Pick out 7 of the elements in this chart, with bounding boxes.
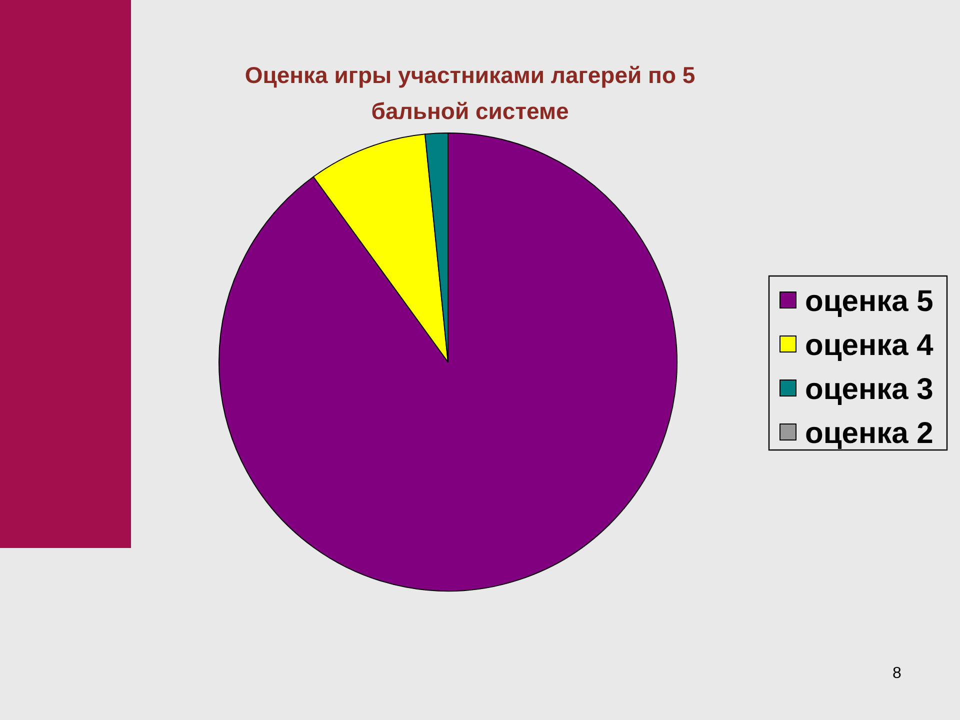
legend-label: оценка 5 (805, 285, 934, 318)
text: 8 (892, 665, 902, 682)
legend-label: оценка 4 (805, 329, 934, 362)
legend-label: оценка 3 (805, 373, 934, 406)
chart-title: Оценка игры участниками лагерей по 5 бальной системе (244, 62, 696, 124)
pie-slice (218, 132, 678, 592)
legend-label: оценка 2 (805, 417, 934, 450)
